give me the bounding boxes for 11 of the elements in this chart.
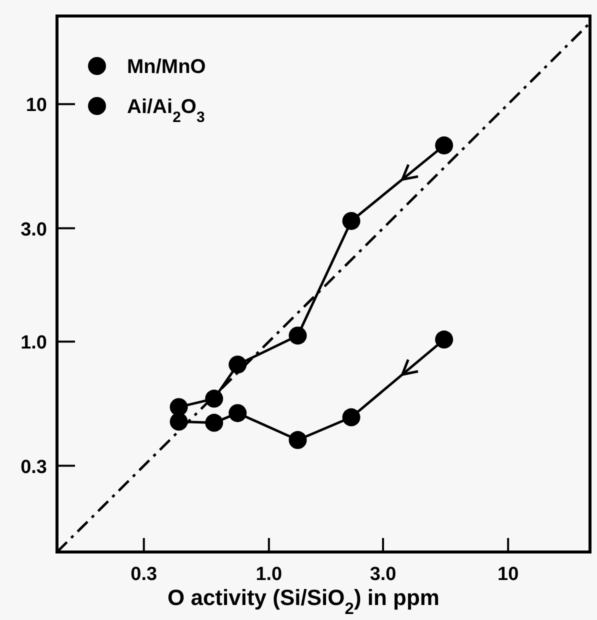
legend-label: Mn/MnO: [127, 56, 206, 78]
x-tick-label: 10: [498, 564, 519, 585]
y-tick-label: 0.3: [20, 456, 47, 478]
legend-label: Ai/Ai$_{2}$O$_{3}$: [127, 96, 205, 126]
y-tick-label: 10: [26, 95, 47, 116]
x-tick-label: 0.3: [130, 564, 158, 585]
x-axis-title: O activity (Si/SiO$_{2}$) in ppm: [167, 585, 440, 618]
y-tick-label: 3.0: [20, 219, 47, 240]
x-tick-label: 1.0: [256, 564, 282, 585]
y-tick-label: 1.0: [20, 332, 47, 354]
x-tick-label: 3.0: [370, 564, 396, 585]
